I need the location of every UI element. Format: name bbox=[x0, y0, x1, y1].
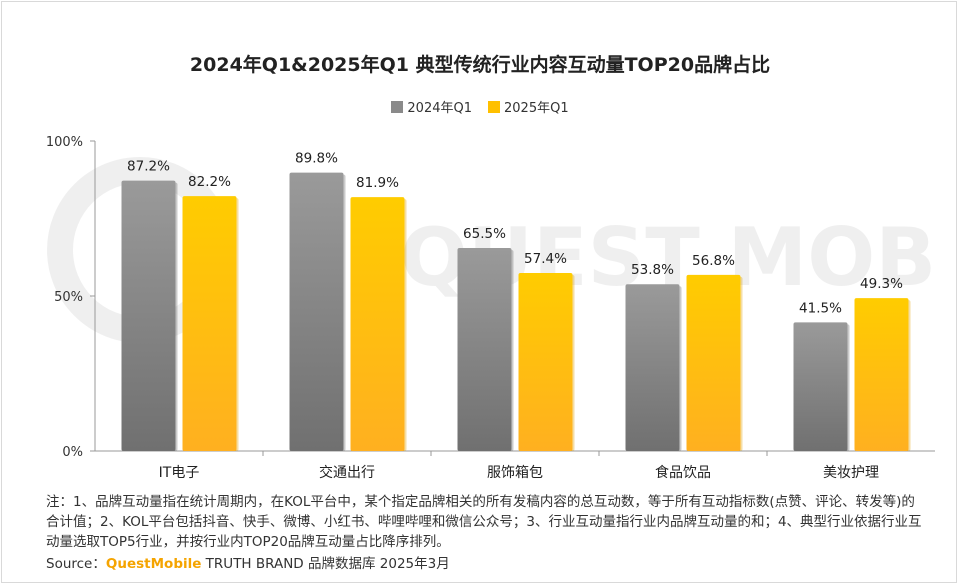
legend-item-2025: 2025年Q1 bbox=[488, 97, 569, 116]
bar-2024-0 bbox=[121, 180, 176, 451]
legend-label-2025: 2025年Q1 bbox=[504, 101, 569, 116]
bar-2025-3 bbox=[686, 274, 741, 451]
source-line: Source：QuestMobile TRUTH BRAND 品牌数据库 202… bbox=[46, 552, 450, 572]
bar-2024-3 bbox=[625, 284, 680, 451]
x-category-label: 服饰箱包 bbox=[487, 465, 543, 481]
x-category-label: IT电子 bbox=[159, 465, 200, 481]
bar-2025-4 bbox=[854, 298, 909, 451]
data-label: 53.8% bbox=[631, 262, 674, 278]
legend-label-2024: 2024年Q1 bbox=[407, 101, 472, 116]
data-label: 81.9% bbox=[356, 175, 399, 191]
bar-2025-0 bbox=[182, 196, 237, 451]
footnote: 注：1、品牌互动量指在统计周期内，在KOL平台中，某个指定品牌相关的所有发稿内容… bbox=[46, 494, 922, 550]
bar-2024-2 bbox=[457, 247, 512, 451]
bar-2024-4 bbox=[793, 322, 848, 451]
source-prefix: Source： bbox=[46, 556, 106, 572]
x-category-label: 食品饮品 bbox=[655, 464, 711, 481]
data-label: 41.5% bbox=[799, 300, 842, 316]
legend-item-2024: 2024年Q1 bbox=[391, 97, 472, 116]
data-label: 82.2% bbox=[188, 174, 231, 190]
x-category-label: 交通出行 bbox=[319, 464, 375, 481]
bar-chart: 0% 50% 100% 87.2% 82.2% IT电子 89.8% 81.9% 交通出行 65.… bbox=[46, 135, 935, 481]
data-label: 89.8% bbox=[295, 151, 338, 167]
x-category-label: 美妆护理 bbox=[823, 465, 879, 481]
source-suffix: TRUTH BRAND 品牌数据库 2025年3月 bbox=[201, 556, 450, 572]
y-tick-label: 100% bbox=[46, 135, 83, 150]
legend-swatch-2024 bbox=[391, 100, 404, 113]
legend-swatch-2025 bbox=[488, 100, 500, 113]
bar-2025-2 bbox=[518, 273, 573, 451]
y-tick-label: 0% bbox=[62, 445, 83, 460]
bar-2025-1 bbox=[350, 197, 405, 451]
y-tick-label: 50% bbox=[54, 290, 83, 305]
chart-legend: 2024年Q1 2025年Q1 bbox=[0, 97, 960, 116]
source-brand: QuestMobile bbox=[105, 556, 202, 572]
data-label: 57.4% bbox=[524, 251, 567, 267]
bar-2024-1 bbox=[289, 172, 344, 451]
data-label: 56.8% bbox=[692, 253, 735, 269]
chart-title: 2024年Q1&2025年Q1 典型传统行业内容互动量TOP20品牌占比 bbox=[189, 54, 771, 76]
data-label: 87.2% bbox=[127, 159, 170, 175]
data-label: 65.5% bbox=[463, 226, 506, 242]
data-label: 49.3% bbox=[860, 276, 903, 292]
